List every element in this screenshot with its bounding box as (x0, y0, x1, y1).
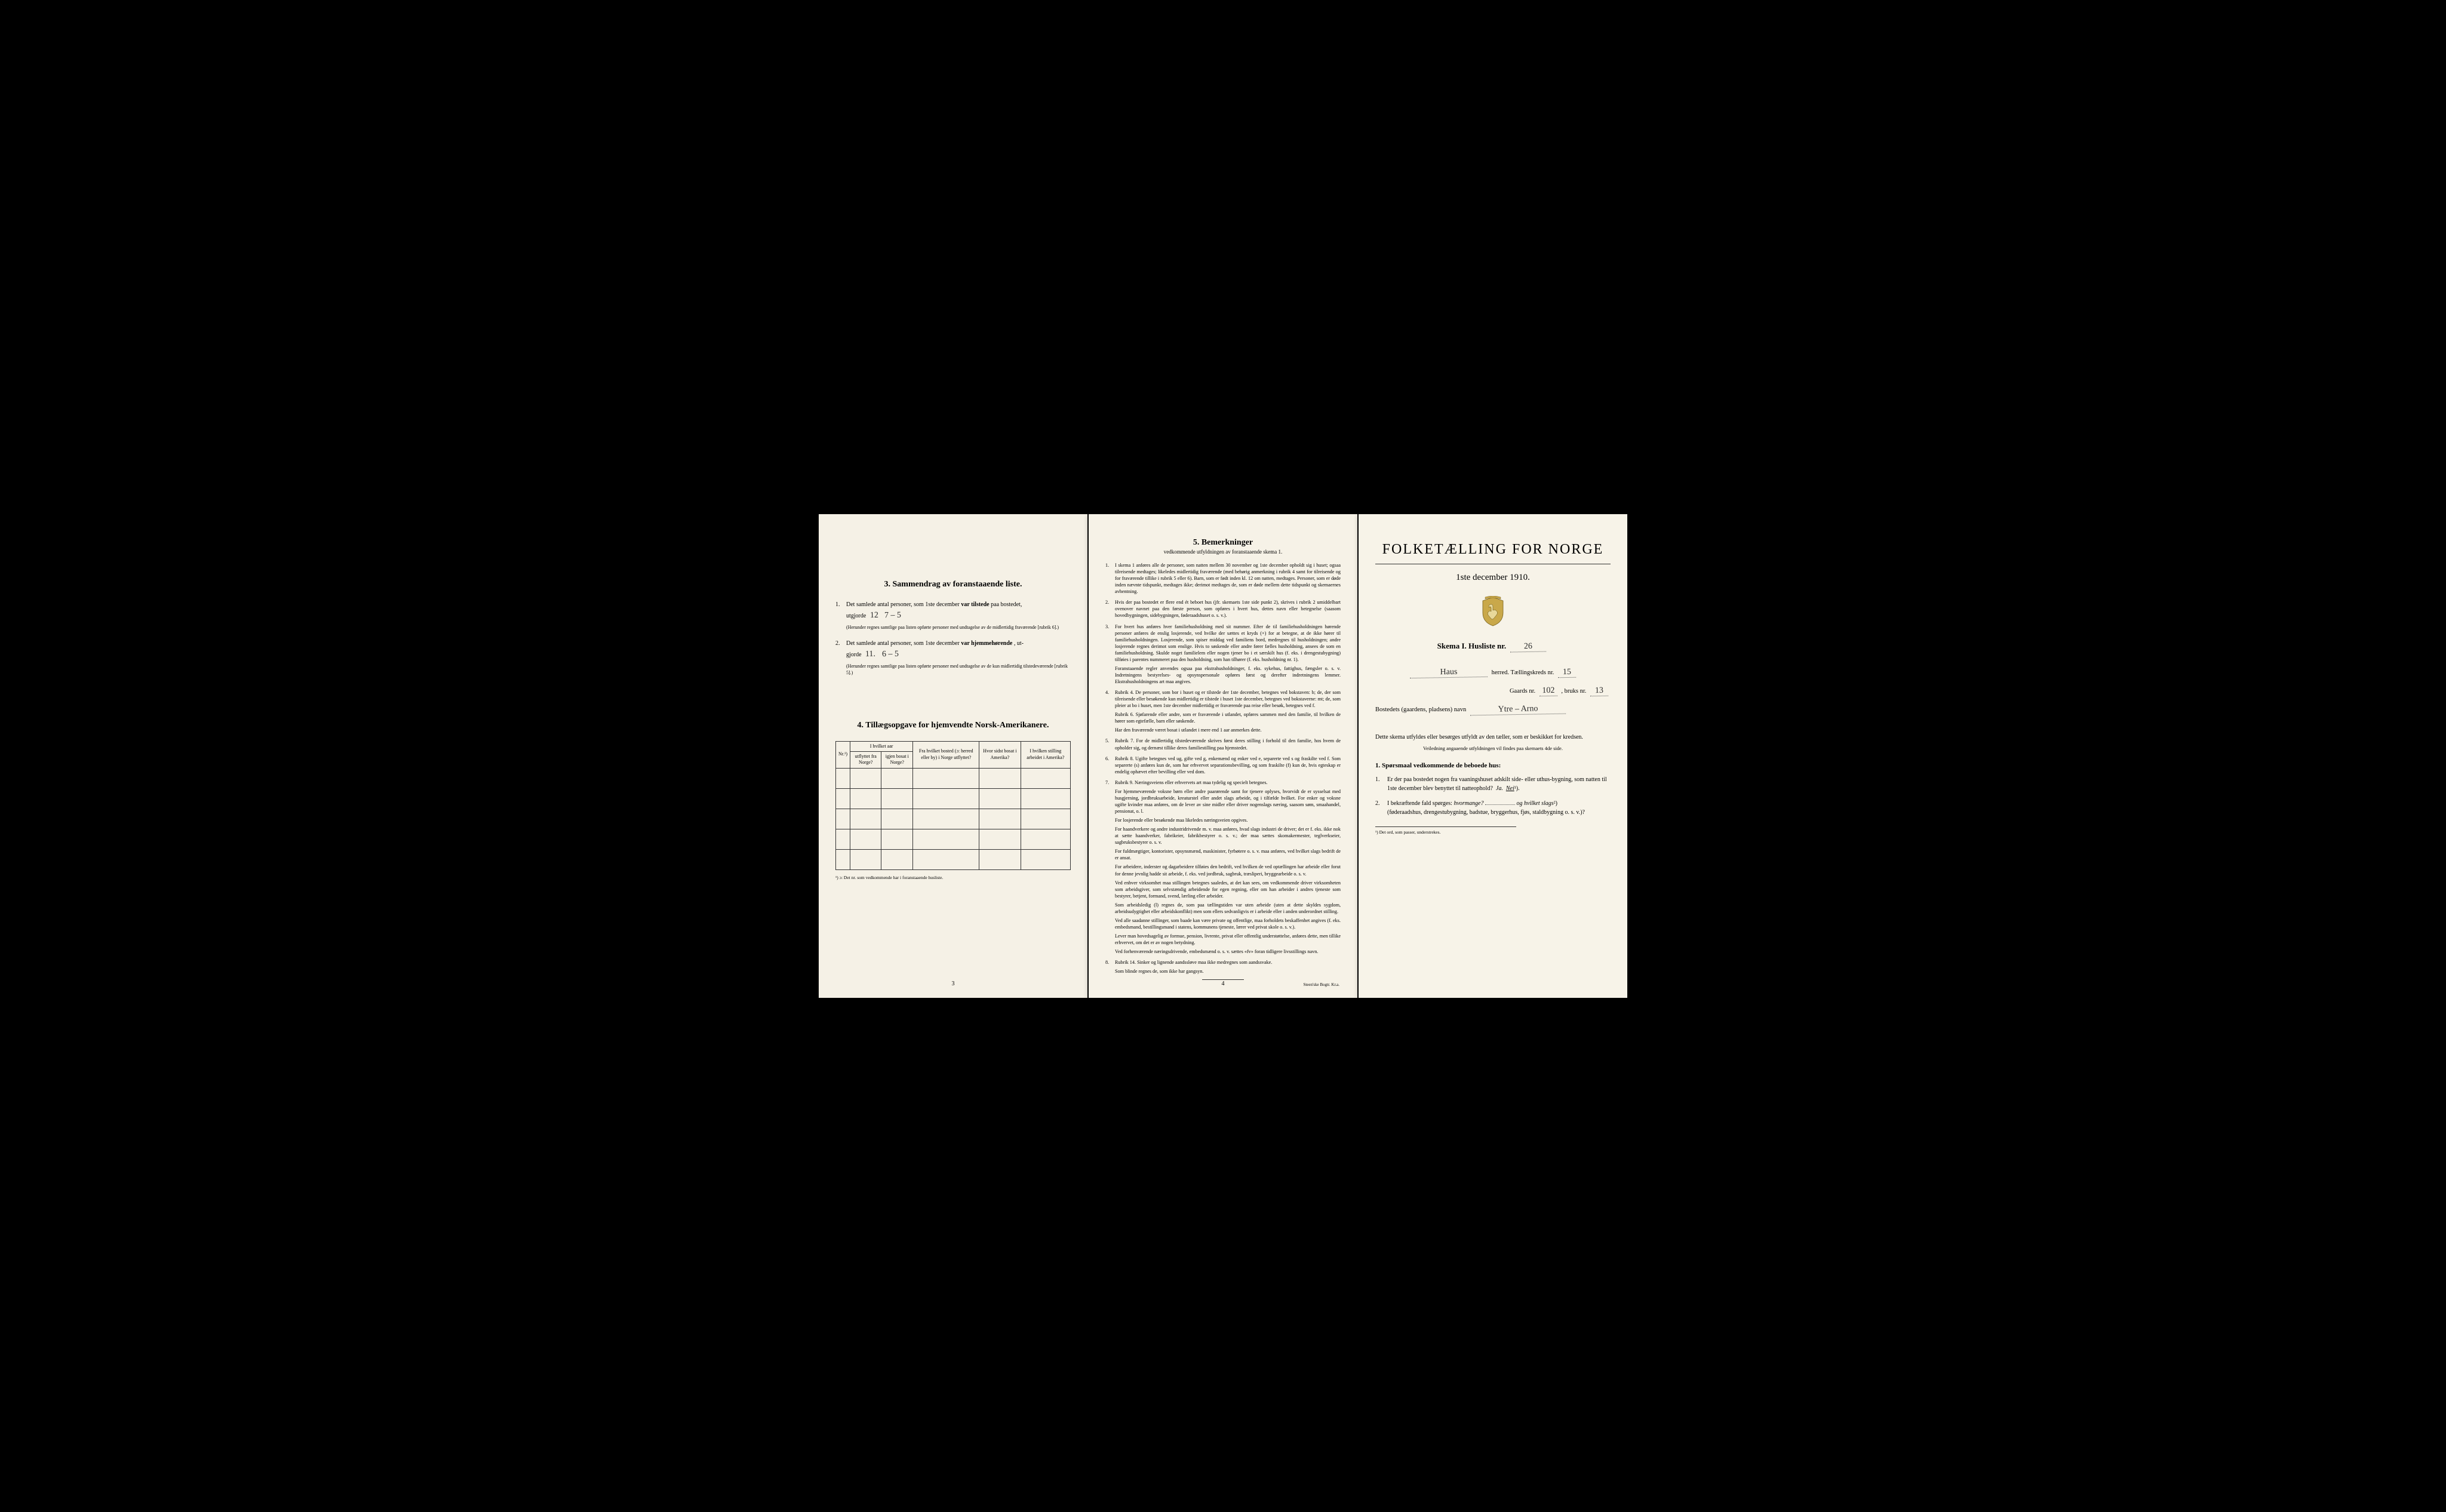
section5-title: 5. Bemerkninger (1105, 538, 1341, 548)
handwritten-value: 7 – 5 (884, 609, 901, 622)
footnote: ¹) Det ord, som passer, understrekes. (1375, 826, 1516, 835)
col-nr: Nr.¹) (836, 741, 850, 768)
note-text: (Herunder regnes samtlige paa listen opf… (846, 624, 1071, 631)
remark-item: 7.Rubrik 9. Næringsveiens eller erhverve… (1105, 779, 1341, 955)
instruction-text: Dette skema utfyldes eller besørges utfy… (1375, 733, 1611, 742)
kreds-number: 15 (1558, 668, 1576, 678)
husliste-number: 26 (1510, 641, 1546, 652)
page-middle: 5. Bemerkninger vedkommende utfyldningen… (1089, 514, 1357, 998)
section3-title: 3. Sammendrag av foranstaaende liste. (835, 580, 1071, 589)
question-2: 2. I bekræftende fald spørges: hvormange… (1375, 799, 1611, 817)
item-number: 1. (835, 600, 846, 631)
remark-item: 4.Rubrik 4. De personer, som bor i huset… (1105, 689, 1341, 733)
remark-item: 2.Hvis der paa bostedet er flere end ét … (1105, 599, 1341, 619)
remark-item: 3.For hvert hus anføres hver familiehush… (1105, 623, 1341, 686)
col-work: I hvilken stilling arbeidet i Amerika? (1021, 741, 1070, 768)
coat-of-arms-icon (1480, 596, 1505, 627)
table-row (836, 829, 1071, 849)
page-number: 3 (952, 981, 955, 987)
page-number: 4 (1222, 981, 1225, 987)
herred-name: Haus (1410, 667, 1488, 678)
item-number: 2. (835, 639, 846, 676)
section4-title: 4. Tillægsopgave for hjemvendte Norsk-Am… (835, 721, 1071, 730)
table-row (836, 809, 1071, 829)
bosted-name: Ytre – Arno (1470, 704, 1566, 716)
note-text: (Herunder regnes samtlige paa listen opf… (846, 663, 1071, 676)
handwritten-value: 12 (870, 609, 878, 622)
census-date: 1ste december 1910. (1375, 573, 1611, 583)
remark-item: 8.Rubrik 14. Sinker og lignende aandsslø… (1105, 959, 1341, 975)
answer-nei: Nei (1506, 785, 1514, 792)
census-title: FOLKETÆLLING FOR NORGE (1375, 542, 1611, 564)
col-from: Fra hvilket bosted (ɔ: herred eller by) … (913, 741, 979, 768)
gaard-line: Gaards nr. 102 , bruks nr. 13 (1375, 686, 1611, 696)
schema-line: Skema I. Husliste nr. 26 (1375, 641, 1611, 652)
summary-item-2: 2. Det samlede antal personer, som 1ste … (835, 639, 1071, 676)
question-1: 1. Er der paa bostedet nogen fra vaaning… (1375, 775, 1611, 793)
remark-item: 6.Rubrik 8. Ugifte betegnes ved ug, gift… (1105, 755, 1341, 775)
bruks-number: 13 (1590, 686, 1608, 697)
table-row (836, 768, 1071, 788)
document-spread: 3. Sammendrag av foranstaaende liste. 1.… (819, 514, 1627, 998)
handwritten-value: 11. (865, 648, 875, 660)
col-returned: igjen bosat i Norge? (881, 751, 913, 768)
instruction-sub: Veiledning angaaende utfyldningen vil fi… (1375, 745, 1611, 751)
handwritten-value: 6 – 5 (881, 648, 898, 660)
remark-item: 5.Rubrik 7. For de midlertidig tilstedev… (1105, 737, 1341, 751)
remark-item: 1.I skema 1 anføres alle de personer, so… (1105, 562, 1341, 595)
col-year-span: I hvilket aar (850, 741, 913, 751)
answer-ja: Ja. (1496, 785, 1503, 792)
bosted-line: Bostedets (gaardens, pladsens) navn Ytre… (1375, 705, 1611, 715)
table-row (836, 849, 1071, 869)
col-emigrated: utflyttet fra Norge? (850, 751, 881, 768)
col-where: Hvor sidst bosat i Amerika? (979, 741, 1021, 768)
printer-credit: Steen'ske Bogtr. Kr.a. (1303, 982, 1339, 987)
gaards-number: 102 (1539, 686, 1557, 697)
table-row (836, 788, 1071, 809)
section5-subtitle: vedkommende utfyldningen av foranstaaend… (1105, 549, 1341, 555)
table-footnote: ¹) ɔ: Det nr. som vedkommende har i fora… (835, 875, 1071, 880)
page-right: FOLKETÆLLING FOR NORGE 1ste december 191… (1359, 514, 1627, 998)
summary-item-1: 1. Det samlede antal personer, som 1ste … (835, 600, 1071, 631)
question-heading: 1. Spørsmaal vedkommende de beboede hus: (1375, 762, 1611, 769)
herred-line: Haus herred. Tællingskreds nr. 15 (1375, 668, 1611, 678)
emigrant-table: Nr.¹) I hvilket aar Fra hvilket bosted (… (835, 741, 1071, 880)
page-left: 3. Sammendrag av foranstaaende liste. 1.… (819, 514, 1087, 998)
